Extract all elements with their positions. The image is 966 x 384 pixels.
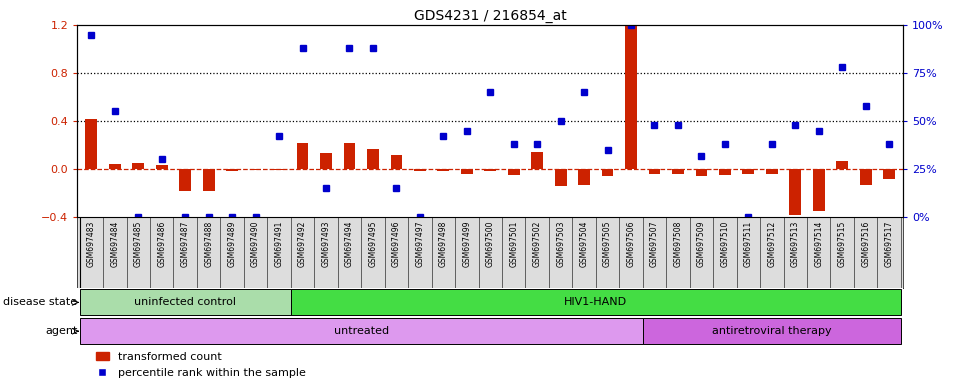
Text: GSM697500: GSM697500 <box>486 220 495 267</box>
Text: GSM697498: GSM697498 <box>439 220 448 267</box>
Bar <box>344 142 355 169</box>
Text: GSM697484: GSM697484 <box>110 220 120 267</box>
Text: GSM697486: GSM697486 <box>157 220 166 267</box>
Text: untreated: untreated <box>333 326 388 336</box>
Text: GSM697503: GSM697503 <box>556 220 565 267</box>
Bar <box>696 169 707 176</box>
Bar <box>837 161 848 169</box>
Text: GSM697504: GSM697504 <box>580 220 588 267</box>
Text: uninfected control: uninfected control <box>134 297 237 308</box>
Bar <box>602 169 613 176</box>
Bar <box>203 169 214 190</box>
Text: GSM697485: GSM697485 <box>133 220 143 267</box>
Text: disease state: disease state <box>4 297 77 308</box>
Bar <box>484 169 497 171</box>
Text: GSM697493: GSM697493 <box>322 220 330 267</box>
Bar <box>883 169 895 179</box>
Bar <box>508 169 520 175</box>
Bar <box>250 169 262 170</box>
Bar <box>719 169 730 175</box>
Text: GSM697507: GSM697507 <box>650 220 659 267</box>
Bar <box>860 169 871 185</box>
Bar <box>297 142 308 169</box>
Bar <box>743 169 754 174</box>
Legend: transformed count, percentile rank within the sample: transformed count, percentile rank withi… <box>91 348 310 382</box>
Text: GSM697496: GSM697496 <box>392 220 401 267</box>
Text: GSM697499: GSM697499 <box>463 220 471 267</box>
Text: GSM697512: GSM697512 <box>767 220 777 267</box>
Bar <box>672 169 684 174</box>
Text: GSM697494: GSM697494 <box>345 220 354 267</box>
Text: antiretroviral therapy: antiretroviral therapy <box>712 326 832 336</box>
Text: GSM697489: GSM697489 <box>228 220 237 267</box>
Text: HIV1-HAND: HIV1-HAND <box>564 297 627 308</box>
Text: GSM697492: GSM697492 <box>298 220 307 267</box>
Text: GSM697505: GSM697505 <box>603 220 612 267</box>
Bar <box>789 169 801 215</box>
Text: GSM697514: GSM697514 <box>814 220 823 267</box>
Text: GSM697495: GSM697495 <box>368 220 378 267</box>
Bar <box>625 25 637 169</box>
Text: GSM697511: GSM697511 <box>744 220 753 267</box>
Bar <box>226 169 238 171</box>
Bar <box>132 163 144 169</box>
Bar <box>390 155 402 169</box>
Text: GSM697509: GSM697509 <box>696 220 706 267</box>
Bar <box>812 169 825 211</box>
Text: GSM697516: GSM697516 <box>861 220 870 267</box>
Bar <box>438 169 449 171</box>
Bar <box>648 169 661 174</box>
Bar <box>642 318 901 344</box>
Bar <box>579 169 590 185</box>
Text: GSM697510: GSM697510 <box>721 220 729 267</box>
Bar <box>291 290 901 315</box>
Text: GSM697497: GSM697497 <box>415 220 424 267</box>
Title: GDS4231 / 216854_at: GDS4231 / 216854_at <box>413 8 567 23</box>
Text: GSM697501: GSM697501 <box>509 220 518 267</box>
Bar <box>79 318 642 344</box>
Bar <box>461 169 472 174</box>
Text: GSM697508: GSM697508 <box>673 220 682 267</box>
Bar <box>554 169 566 186</box>
Bar <box>180 169 191 190</box>
Text: GSM697490: GSM697490 <box>251 220 260 267</box>
Bar <box>109 164 121 169</box>
Bar <box>156 166 168 169</box>
Bar <box>367 149 379 169</box>
Bar <box>79 290 291 315</box>
Text: agent: agent <box>45 326 77 336</box>
Text: GSM697487: GSM697487 <box>181 220 189 267</box>
Bar <box>86 119 98 169</box>
Bar <box>766 169 778 174</box>
Text: GSM697488: GSM697488 <box>204 220 213 267</box>
Bar <box>414 169 426 171</box>
Text: GSM697517: GSM697517 <box>885 220 894 267</box>
Text: GSM697515: GSM697515 <box>838 220 847 267</box>
Bar <box>320 153 332 169</box>
Text: GSM697502: GSM697502 <box>532 220 542 267</box>
Text: GSM697513: GSM697513 <box>791 220 800 267</box>
Text: GSM697483: GSM697483 <box>87 220 96 267</box>
Bar <box>273 169 285 170</box>
Bar <box>531 152 543 169</box>
Text: GSM697491: GSM697491 <box>274 220 284 267</box>
Text: GSM697506: GSM697506 <box>627 220 636 267</box>
